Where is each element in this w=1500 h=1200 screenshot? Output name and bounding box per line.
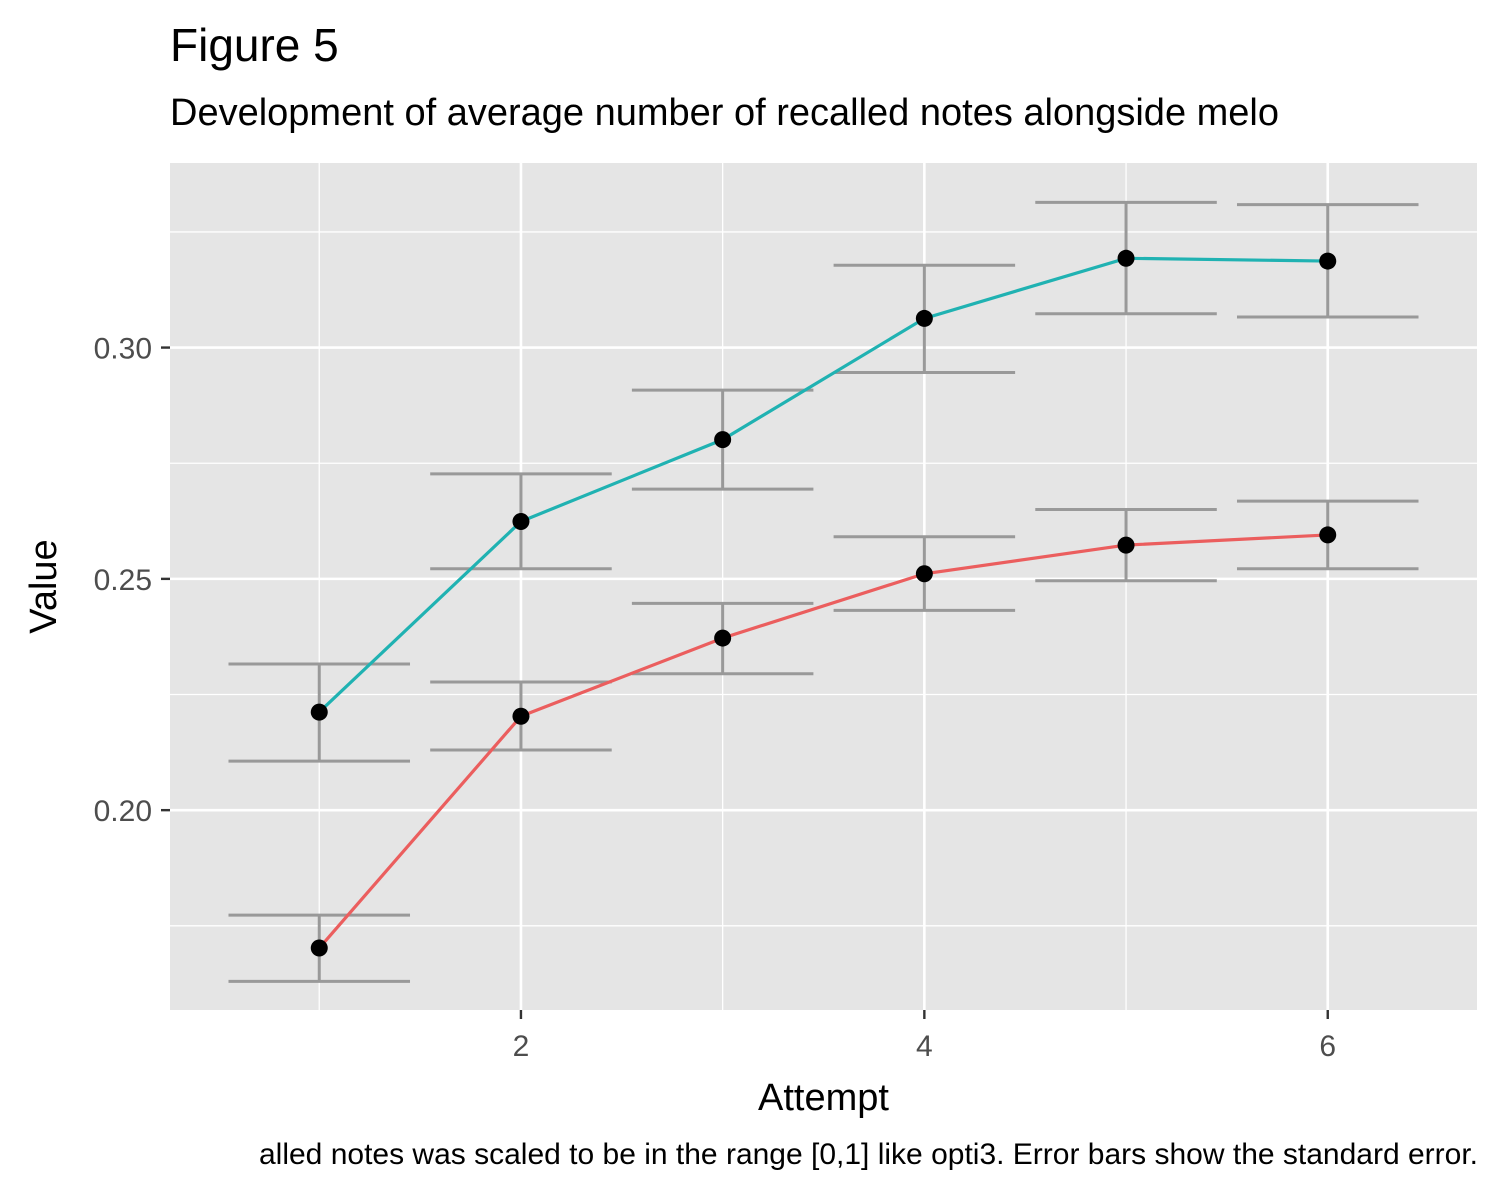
y-tick-label: 0.30 [94,333,152,366]
data-point [1319,252,1337,270]
plot-panel [170,163,1477,1010]
data-point [512,513,530,531]
y-axis-title: Value [23,539,65,633]
data-point [915,565,933,583]
data-point [310,939,328,957]
x-tick-label: 4 [916,1030,933,1063]
figure-caption: alled notes was scaled to be in the rang… [258,1138,1478,1171]
x-tick-label: 2 [513,1030,530,1063]
x-tick-label: 6 [1319,1030,1336,1063]
series-line [318,256,1328,714]
figure-subtitle: Development of average number of recalle… [170,92,1279,134]
x-axis-title: Attempt [758,1077,889,1119]
data-point [1319,526,1337,544]
series-line [318,533,1328,950]
data-point [714,629,732,647]
figure-title: Figure 5 [170,19,339,71]
data-point [714,431,732,449]
y-tick-label: 0.20 [94,795,152,828]
data-point [310,703,328,721]
data-point [512,707,530,725]
data-point [1117,536,1135,554]
data-point [1117,249,1135,267]
y-tick-label: 0.25 [94,564,152,597]
data-point [915,309,933,327]
